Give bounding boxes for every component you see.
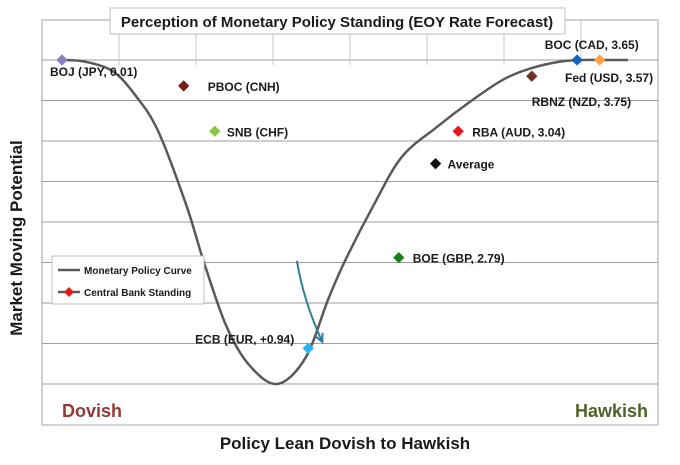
grid-lines (41, 19, 659, 426)
label-pboc: PBOC (CNH) (208, 80, 280, 94)
marker-boc (594, 54, 606, 66)
trend-arrow (295, 260, 324, 344)
legend-entry-standing: Central Bank Standing (84, 288, 191, 299)
label-snb: SNB (CHF) (227, 125, 288, 139)
label-average: Average (448, 158, 495, 172)
label-rba: RBA (AUD, 3.04) (472, 125, 565, 139)
marker-boe (393, 251, 405, 264)
legend-box (51, 255, 205, 305)
point-boc: BOC (CAD, 3.65) (545, 38, 639, 66)
hawkish-label: Hawkish (575, 401, 648, 421)
label-rbnz: RBNZ (NZD, 3.75) (532, 95, 631, 109)
central-bank-points: BOJ (JPY, 0.01) PBOC (CNH) SNB (CHF) ECB (E… (50, 38, 653, 355)
label-boj: BOJ (JPY, 0.01) (50, 65, 137, 79)
point-ecb: ECB (EUR, +0.94) (195, 332, 314, 355)
marker-average (429, 158, 442, 170)
marker-boj (56, 54, 68, 66)
arrow-shaft (295, 260, 324, 343)
title-box (109, 7, 566, 35)
x-axis-label: Policy Lean Dovish to Hawkish (220, 434, 470, 453)
point-boj: BOJ (JPY, 0.01) (50, 54, 137, 79)
label-ecb: ECB (EUR, +0.94) (195, 332, 294, 346)
monetary-policy-curve (61, 58, 628, 386)
arrow-head (314, 332, 324, 344)
point-fed: Fed (USD, 3.57) (565, 54, 653, 85)
point-average: Average (429, 158, 495, 172)
chart-title: Perception of Monetary Policy Standing (… (121, 14, 553, 31)
marker-fed (571, 54, 583, 66)
legend: Monetary Policy Curve Central Bank Stand… (51, 255, 205, 305)
legend-entry-curve: Monetary Policy Curve (84, 266, 192, 277)
point-boe: BOE (GBP, 2.79) (393, 251, 505, 266)
point-rba: RBA (AUD, 3.04) (452, 125, 565, 139)
label-boe: BOE (GBP, 2.79) (413, 252, 505, 266)
y-axis-label: Market Moving Potential (7, 140, 26, 336)
marker-ecb (302, 342, 314, 355)
label-boc: BOC (CAD, 3.65) (545, 38, 639, 52)
label-fed: Fed (USD, 3.57) (565, 71, 653, 85)
dovish-label: Dovish (62, 401, 122, 421)
